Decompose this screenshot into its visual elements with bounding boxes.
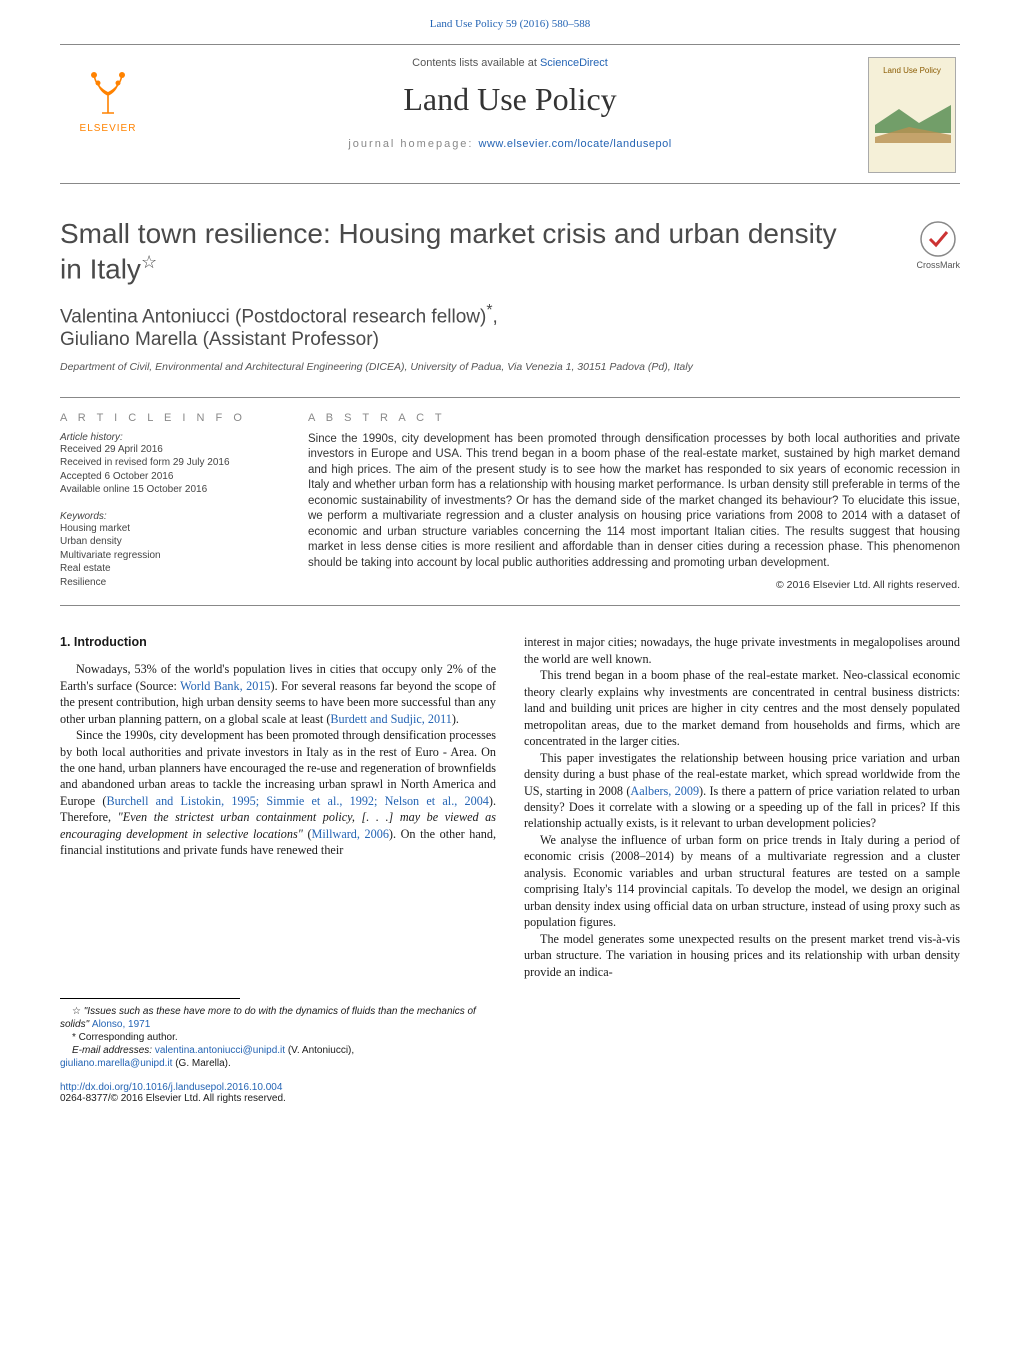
right-column: interest in major cities; nowadays, the … [524,634,960,980]
title-footnote-mark: ☆ [141,252,157,272]
abstract-text: Since the 1990s, city development has be… [308,432,960,572]
corresponding-author-footnote: * Corresponding author. [60,1031,490,1044]
footnotes: ☆ "Issues such as these have more to do … [60,1005,490,1070]
running-header: Land Use Policy 59 (2016) 580–588 [0,0,1020,30]
crossmark-badge[interactable]: CrossMark [916,220,960,270]
body-paragraph: Since the 1990s, city development has be… [60,727,496,859]
author-1: Valentina Antoniucci (Postdoctoral resea… [60,307,486,328]
author-2: Giuliano Marella (Assistant Professor) [60,329,379,350]
abstract-label: A B S T R A C T [308,412,960,424]
journal-homepage-line: journal homepage: www.elsevier.com/locat… [180,138,840,150]
history-heading: Article history: [60,432,280,443]
journal-masthead: ELSEVIER Contents lists available at Sci… [60,44,960,184]
article-title: Small town resilience: Housing market cr… [60,216,960,286]
publisher-logo: ELSEVIER [68,63,148,134]
masthead-center: Contents lists available at ScienceDirec… [180,57,840,150]
article-info-column: A R T I C L E I N F O Article history: R… [60,412,280,592]
body-paragraph: We analyse the influence of urban form o… [524,832,960,931]
issn-copyright: 0264-8377/© 2016 Elsevier Ltd. All right… [60,1093,960,1104]
author-email-2[interactable]: giuliano.marella@unipd.it [60,1058,172,1069]
body-paragraph: The model generates some unexpected resu… [524,931,960,980]
doi-link[interactable]: http://dx.doi.org/10.1016/j.landusepol.2… [60,1082,282,1093]
journal-title: Land Use Policy [180,81,840,118]
email-footnote: E-mail addresses: valentina.antoniucci@u… [60,1044,490,1057]
article-body: 1. Introduction Nowadays, 53% of the wor… [60,634,960,980]
history-item: Accepted 6 October 2016 [60,470,280,484]
body-paragraph: interest in major cities; nowadays, the … [524,634,960,667]
keyword: Resilience [60,576,280,590]
footnote-citation: Alonso, 1971 [92,1019,150,1030]
history-item: Received 29 April 2016 [60,443,280,457]
author-email-1[interactable]: valentina.antoniucci@unipd.it [155,1045,285,1056]
keywords-heading: Keywords: [60,511,280,522]
keyword: Urban density [60,535,280,549]
body-paragraph: This paper investigates the relationship… [524,750,960,832]
authors: Valentina Antoniucci (Postdoctoral resea… [60,302,960,350]
article-info-label: A R T I C L E I N F O [60,412,280,424]
affiliation: Department of Civil, Environmental and A… [60,361,960,373]
body-paragraph: Nowadays, 53% of the world's population … [60,661,496,727]
footnote-separator [60,998,240,999]
article-header: CrossMark Small town resilience: Housing… [60,216,960,373]
journal-homepage-link[interactable]: www.elsevier.com/locate/landusepol [479,138,672,150]
keyword: Multivariate regression [60,549,280,563]
section-heading: 1. Introduction [60,634,496,651]
left-column: 1. Introduction Nowadays, 53% of the wor… [60,634,496,980]
sciencedirect-link[interactable]: ScienceDirect [540,57,608,69]
title-footnote: ☆ "Issues such as these have more to do … [60,1005,490,1031]
history-item: Received in revised form 29 July 2016 [60,456,280,470]
body-paragraph: This trend began in a boom phase of the … [524,667,960,749]
publisher-name: ELSEVIER [68,123,148,134]
citation-text: Land Use Policy 59 (2016) 580–588 [430,18,590,30]
journal-cover-thumbnail: Land Use Policy [868,57,956,173]
doi-block: http://dx.doi.org/10.1016/j.landusepol.2… [60,1082,960,1104]
email-footnote-2: giuliano.marella@unipd.it (G. Marella). [60,1057,490,1070]
article-meta-block: A R T I C L E I N F O Article history: R… [60,397,960,607]
abstract-copyright: © 2016 Elsevier Ltd. All rights reserved… [308,579,960,591]
crossmark-icon [919,220,957,258]
keyword: Housing market [60,522,280,536]
history-item: Available online 15 October 2016 [60,483,280,497]
cover-art-icon [869,85,957,145]
contents-available-line: Contents lists available at ScienceDirec… [180,57,840,69]
keyword: Real estate [60,562,280,576]
cover-title: Land Use Policy [869,58,955,75]
abstract-column: A B S T R A C T Since the 1990s, city de… [308,412,960,592]
crossmark-label: CrossMark [916,260,960,270]
elsevier-tree-icon [82,63,134,119]
